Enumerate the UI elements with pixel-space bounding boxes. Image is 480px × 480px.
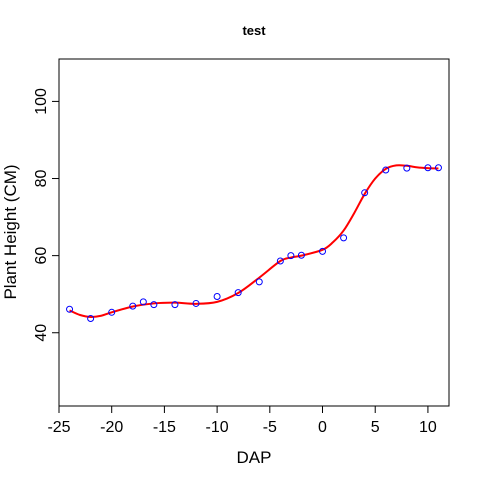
- data-point: [129, 302, 137, 310]
- data-point: [255, 278, 263, 286]
- data-point: [139, 298, 147, 306]
- x-axis: -25 -20 -15 -10 -5 0 5 10: [47, 405, 437, 436]
- data-point: [87, 314, 95, 322]
- y-tick-label: 80: [33, 170, 50, 188]
- x-tick-label: 5: [371, 419, 380, 436]
- data-point: [403, 164, 411, 172]
- data-point: [287, 252, 295, 260]
- data-point: [434, 164, 442, 172]
- x-tick-label: -20: [100, 419, 123, 436]
- x-axis-label: DAP: [237, 448, 272, 467]
- data-point: [171, 301, 179, 309]
- data-points: [66, 164, 442, 322]
- data-point: [150, 301, 158, 309]
- x-tick-label: 0: [318, 419, 327, 436]
- data-point: [234, 289, 242, 297]
- data-point: [192, 299, 200, 307]
- y-axis: 40 60 80 100: [33, 88, 60, 342]
- x-tick-label: -5: [263, 419, 277, 436]
- y-axis-label: Plant Height (CM): [1, 164, 20, 299]
- data-point: [382, 166, 390, 174]
- data-point: [108, 308, 116, 316]
- data-point: [340, 234, 348, 242]
- x-tick-label: -10: [206, 419, 229, 436]
- x-tick-label: -15: [153, 419, 176, 436]
- x-tick-label: -25: [47, 419, 70, 436]
- data-point: [424, 164, 432, 172]
- fitted-curve: [69, 164, 439, 318]
- chart-title: test: [242, 23, 266, 38]
- y-tick-label: 100: [33, 88, 50, 115]
- data-point: [276, 257, 284, 265]
- data-point: [213, 293, 221, 301]
- y-tick-label: 60: [33, 247, 50, 265]
- y-tick-label: 40: [33, 324, 50, 342]
- data-point: [319, 247, 327, 255]
- plot-frame: [58, 58, 450, 407]
- data-point: [361, 189, 369, 197]
- data-point: [66, 305, 74, 313]
- x-tick-label: 10: [419, 419, 437, 436]
- data-point: [297, 251, 305, 259]
